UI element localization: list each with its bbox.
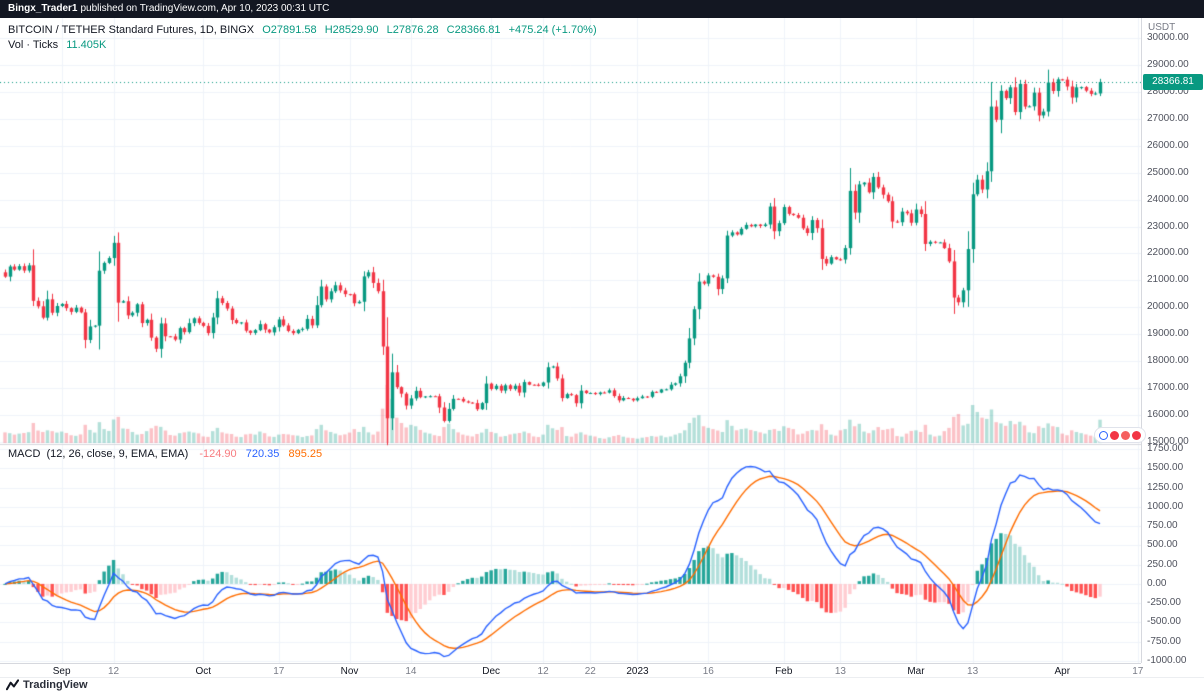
time-axis-label: Dec — [482, 666, 501, 677]
time-axis-label: Mar — [907, 666, 925, 677]
price-axis-label: 23000.00 — [1147, 220, 1189, 232]
reactions-pill[interactable] — [1094, 427, 1146, 443]
price-axis-label: 15000.00 — [1147, 436, 1189, 447]
time-axis-label: Nov — [340, 666, 359, 677]
ohlc-close: C28366.81 — [446, 24, 501, 36]
time-axis-label: 13 — [967, 666, 979, 677]
macd-params: (12, 26, close, 9, EMA, EMA) — [46, 448, 189, 460]
time-axis-label: Oct — [195, 666, 212, 677]
price-axis-label: 21000.00 — [1147, 274, 1189, 286]
macd-axis-label: 1500.00 — [1147, 462, 1184, 474]
macd-axis-label: -1000.00 — [1147, 655, 1187, 666]
time-axis-label: 14 — [405, 666, 417, 677]
circular-arrow-icon[interactable] — [1099, 430, 1108, 440]
time-axis-label: 17 — [1132, 666, 1144, 677]
publish-bar: Bingx_Trader1 published on TradingView.co… — [0, 0, 1204, 18]
ohlc-open: O27891.58 — [262, 24, 317, 36]
macd-axis-label: 1750.00 — [1147, 443, 1184, 454]
price-axis-label: 22000.00 — [1147, 247, 1189, 259]
macd-line-value: 720.35 — [245, 448, 280, 460]
change-value: +475.24 (+1.70%) — [508, 24, 597, 36]
price-axis-label: 16000.00 — [1147, 409, 1189, 421]
macd-axis-label: -250.00 — [1147, 597, 1181, 609]
macd-signal-value: 895.25 — [288, 448, 323, 460]
time-axis-label: 16 — [702, 666, 714, 677]
macd-hist-value: -124.90 — [199, 448, 237, 460]
time-axis-label: 22 — [584, 666, 596, 677]
macd-axis-label: -500.00 — [1147, 616, 1181, 628]
volume-value: 11.405K — [66, 39, 107, 51]
macd-axis-label: 250.00 — [1147, 558, 1178, 570]
macd-axis-label: 1000.00 — [1147, 500, 1184, 512]
price-axis-label: 27000.00 — [1147, 112, 1189, 124]
macd-axis-label: 0.00 — [1147, 577, 1167, 589]
time-axis-label: Apr — [1054, 666, 1071, 677]
time-axis-label: 12 — [107, 666, 120, 677]
tradingview-brand-text[interactable]: TradingView — [23, 679, 88, 691]
price-chart-canvas[interactable] — [0, 18, 1141, 663]
volume-label[interactable]: Vol · Ticks — [8, 39, 59, 51]
macd-axis-label: 500.00 — [1147, 539, 1178, 551]
price-axis-label: 29000.00 — [1147, 58, 1189, 70]
volume-legend: Vol · Ticks 11.405K — [8, 39, 106, 51]
publish-info-text: published on TradingView.com, Apr 10, 20… — [80, 3, 330, 14]
publisher-username: Bingx_Trader1 — [8, 3, 78, 14]
price-axis-label: 30000.00 — [1147, 32, 1189, 43]
ohlc-low: L27876.28 — [386, 24, 439, 36]
rocket-icon[interactable] — [1132, 430, 1141, 440]
price-axis[interactable]: USDT 28366.81 30000.00 29000.00 28000.00 27… — [1141, 18, 1204, 666]
price-axis-label: 17000.00 — [1147, 382, 1189, 394]
currency-label: USDT — [1148, 22, 1176, 33]
macd-axis-label: 750.00 — [1147, 520, 1178, 532]
time-axis-label: 13 — [834, 666, 846, 677]
price-axis-label: 19000.00 — [1147, 328, 1189, 340]
time-axis[interactable]: Sep 12 Oct 17 Nov 14 Dec 12 22 2023 16 Feb 13 Mar 13 Ap… — [0, 663, 1143, 678]
time-axis-label: Sep — [52, 666, 71, 677]
fire-icon[interactable] — [1110, 430, 1119, 440]
price-axis-label: 20000.00 — [1147, 301, 1189, 313]
time-axis-label: 17 — [273, 666, 285, 677]
time-axis-label: Feb — [775, 666, 793, 677]
time-axis-label: 12 — [537, 666, 549, 677]
heart-icon[interactable] — [1121, 430, 1130, 440]
symbol-title[interactable]: BITCOIN / TETHER Standard Futures, 1D, B… — [8, 24, 255, 36]
price-axis-label: 26000.00 — [1147, 139, 1189, 151]
macd-axis-label: 1250.00 — [1147, 481, 1184, 493]
price-axis-label: 25000.00 — [1147, 166, 1189, 178]
ohlc-high: H28529.90 — [324, 24, 379, 36]
macd-axis-label: -750.00 — [1147, 635, 1181, 647]
price-axis-label: 28000.00 — [1147, 85, 1189, 97]
price-axis-label: 24000.00 — [1147, 193, 1189, 205]
macd-label[interactable]: MACD — [8, 448, 41, 460]
tradingview-logo-icon[interactable] — [6, 678, 19, 692]
macd-legend: MACD (12, 26, close, 9, EMA, EMA) -124.9… — [8, 448, 322, 460]
last-price-badge: 28366.81 — [1143, 73, 1203, 90]
symbol-legend: BITCOIN / TETHER Standard Futures, 1D, B… — [8, 24, 597, 36]
price-axis-label: 18000.00 — [1147, 355, 1189, 367]
time-axis-label: 2023 — [626, 666, 649, 677]
footer-bar: TradingView — [0, 677, 1204, 692]
